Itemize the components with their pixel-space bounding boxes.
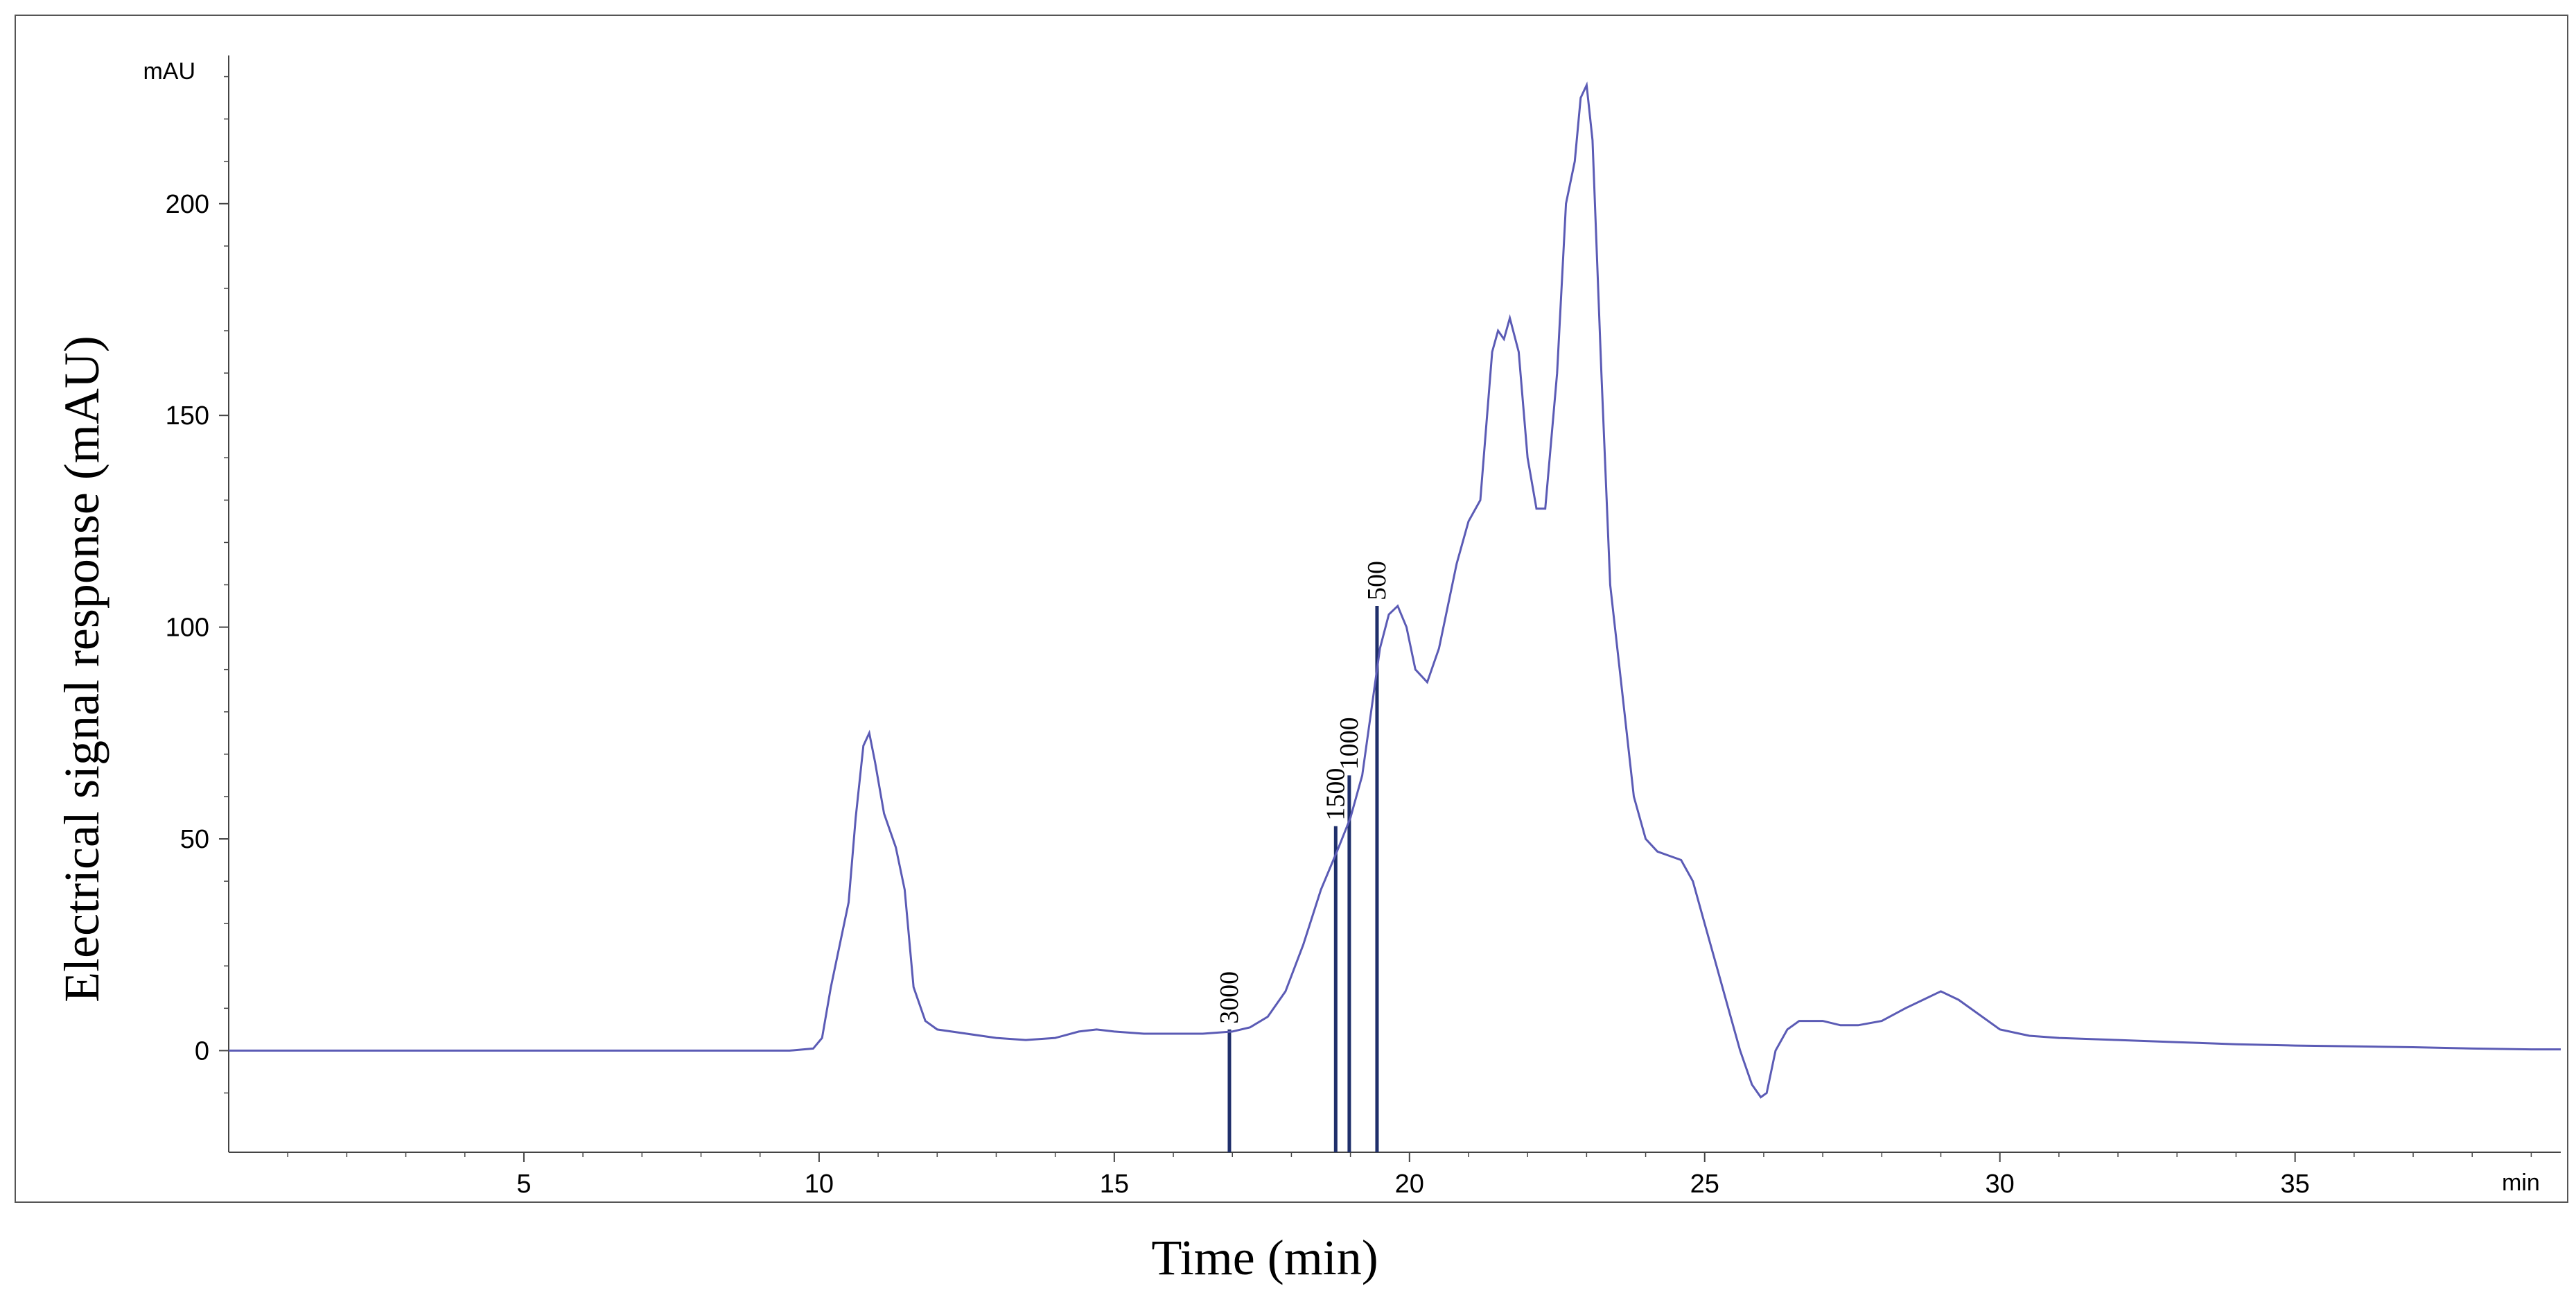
y-tick-label: 0	[195, 1036, 209, 1066]
marker-label-3000: 3000	[1215, 971, 1244, 1024]
x-axis-title: Time (min)	[1151, 1230, 1378, 1285]
y-tick-label: 200	[166, 190, 209, 219]
x-axis: 5 10 15 20 25 30 35	[229, 1152, 2561, 1199]
marker-label-500: 500	[1363, 561, 1392, 600]
x-tick-label: 15	[1100, 1170, 1129, 1199]
x-tick-label: 25	[1690, 1170, 1719, 1199]
x-tick-label: 35	[2281, 1170, 2310, 1199]
marker-label-1000: 1000	[1335, 717, 1364, 770]
x-axis-unit: min	[2502, 1170, 2540, 1196]
y-axis-unit: mAU	[143, 58, 195, 85]
y-tick-label: 100	[166, 614, 209, 643]
x-tick-label: 30	[1986, 1170, 2015, 1199]
y-axis-title: Electrical signal response (mAU)	[54, 336, 109, 1002]
chromatogram-trace	[229, 81, 2561, 1099]
x-tick-label: 20	[1395, 1170, 1424, 1199]
x-tick-label: 10	[805, 1170, 834, 1199]
y-tick-label: 50	[180, 825, 209, 854]
x-tick-label: 5	[516, 1170, 531, 1199]
y-tick-label: 150	[166, 401, 209, 431]
y-axis: 0 50 100 150 200	[166, 55, 229, 1152]
marker-label-1500: 1500	[1321, 768, 1350, 821]
figure-border	[15, 15, 2568, 1203]
